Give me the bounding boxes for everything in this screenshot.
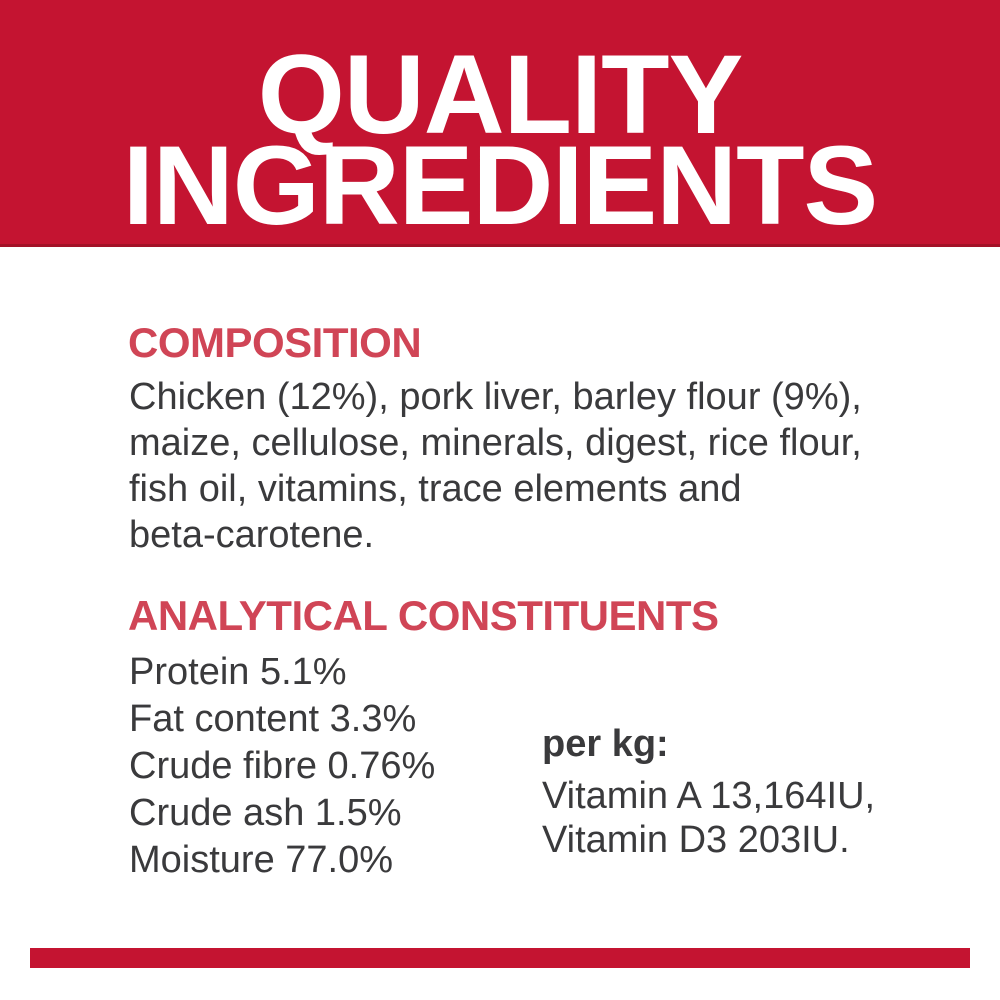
list-item-crude-ash: Crude ash 1.5% — [129, 792, 402, 834]
per-kg-column: per kg: Vitamin A 13,164IU, Vitamin D3 2… — [542, 722, 875, 862]
composition-text: Chicken (12%), pork liver, barley flour … — [129, 376, 862, 556]
composition-heading: COMPOSITION — [128, 319, 422, 366]
list-item-moisture: Moisture 77.0% — [129, 839, 394, 881]
footer-bar — [30, 948, 970, 968]
per-kg-label: per kg: — [542, 723, 669, 765]
page-title: QUALITY INGREDIENTS — [122, 32, 878, 248]
list-item-fat-content: Fat content 3.3% — [129, 698, 417, 740]
header-banner: QUALITY INGREDIENTS — [0, 0, 1000, 247]
vitamin-a-value: Vitamin A 13,164IU, — [542, 775, 876, 817]
vitamin-d3-value: Vitamin D3 203IU. — [542, 819, 850, 861]
list-item-crude-fibre: Crude fibre 0.76% — [129, 745, 436, 787]
constituents-list: Protein 5.1% Fat content 3.3% Crude fibr… — [129, 649, 435, 884]
analytical-heading: ANALYTICAL CONSTITUENTS — [128, 592, 719, 639]
list-item-protein: Protein 5.1% — [129, 651, 347, 693]
